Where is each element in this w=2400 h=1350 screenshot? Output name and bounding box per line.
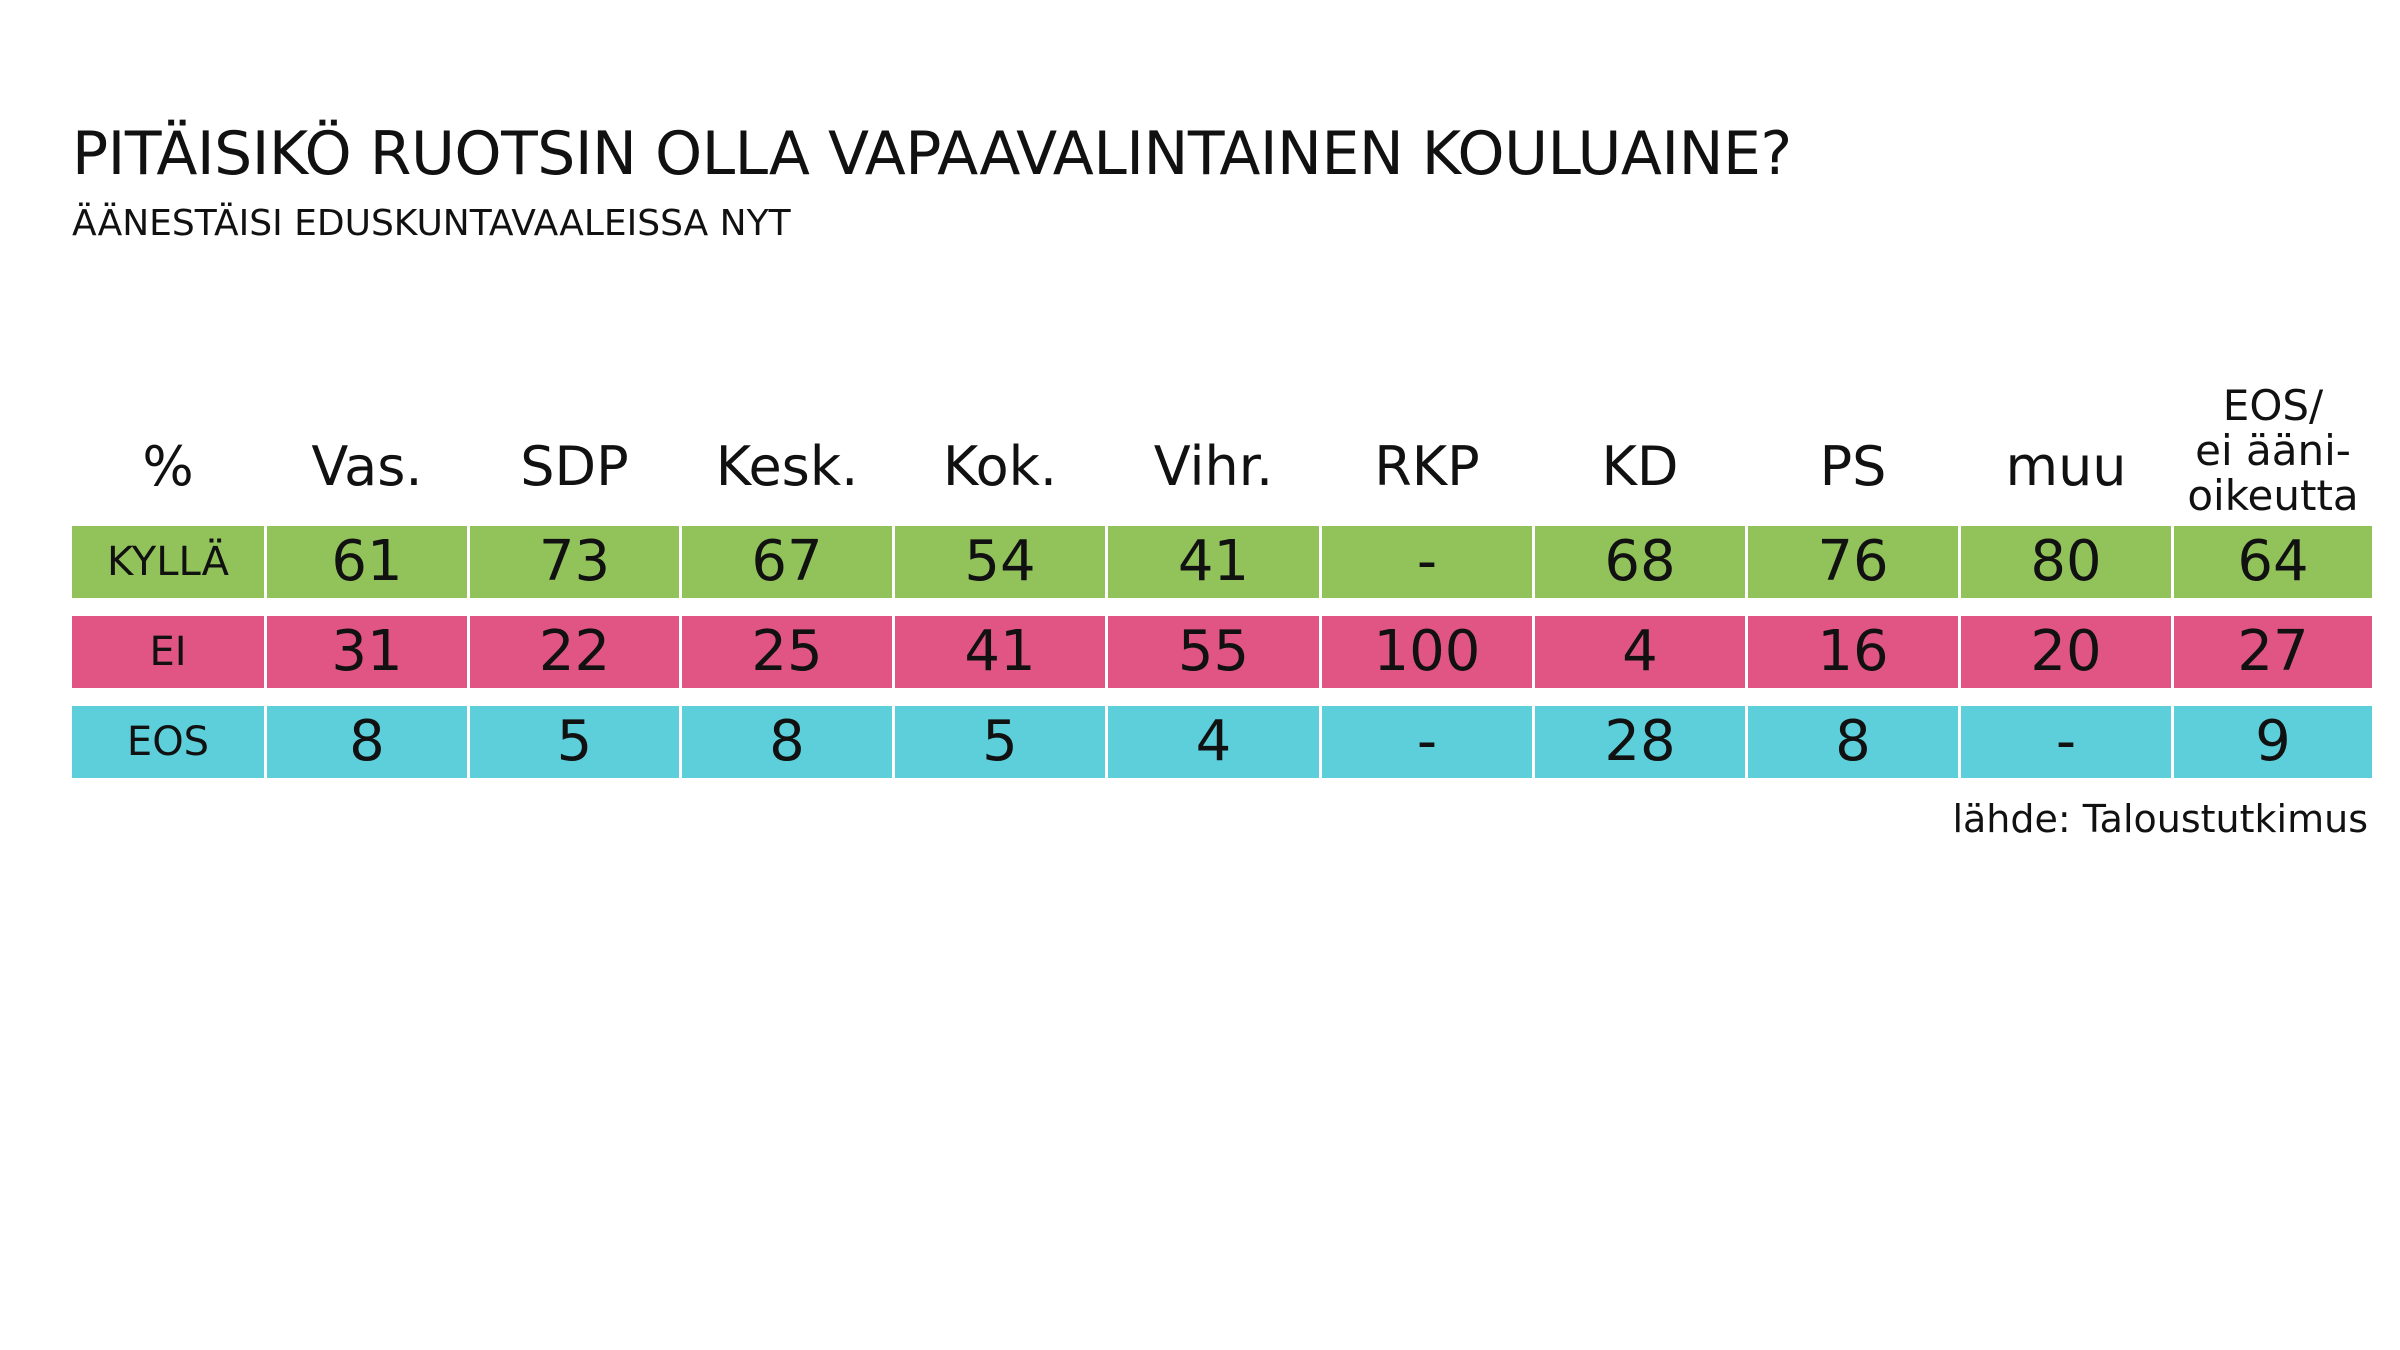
results-table: % Vas. SDP Kesk. Kok. Vihr. RKP KD PS mu… (72, 370, 2372, 778)
column-header-line-2: ei ääni- (2195, 426, 2351, 475)
cell-eos-eos: 9 (2174, 706, 2372, 778)
cell-ei-kok: 41 (895, 616, 1105, 688)
column-header-ps: PS (1819, 434, 1887, 498)
cell-ei-vas: 31 (267, 616, 467, 688)
cell-kylla-rkp: - (1322, 526, 1532, 598)
cell-eos-vas: 8 (267, 706, 467, 778)
chart-title: PITÄISIKÖ RUOTSIN OLLA VAPAAVALINTAINEN … (72, 119, 1792, 189)
column-header-line-1: EOS/ (2222, 381, 2324, 430)
cell-eos-ps: 8 (1748, 706, 1958, 778)
cell-ei-muu: 20 (1961, 616, 2171, 688)
cell-ei-sdp: 22 (470, 616, 679, 688)
cell-kylla-ps: 76 (1748, 526, 1958, 598)
row-spacer (72, 688, 2372, 706)
cell-kylla-vihr: 41 (1108, 526, 1319, 598)
cell-kylla-kd: 68 (1535, 526, 1745, 598)
column-header-vihr: Vihr. (1153, 434, 1274, 498)
cell-eos-vihr: 4 (1108, 706, 1319, 778)
row-label-ei: EI (72, 616, 264, 688)
row-spacer (72, 598, 2372, 616)
cell-ei-rkp: 100 (1322, 616, 1532, 688)
cell-ei-kd: 4 (1535, 616, 1745, 688)
column-header-rkp: RKP (1374, 434, 1480, 498)
cell-kylla-sdp: 73 (470, 526, 679, 598)
header-spacer (72, 518, 2372, 526)
cell-kylla-muu: 80 (1961, 526, 2171, 598)
cell-kylla-vas: 61 (267, 526, 467, 598)
cell-eos-kok: 5 (895, 706, 1105, 778)
cell-kylla-eos: 64 (2174, 526, 2372, 598)
cell-eos-kd: 28 (1535, 706, 1745, 778)
cell-eos-muu: - (1961, 706, 2171, 778)
cell-kylla-kesk: 67 (682, 526, 892, 598)
source-note: lähde: Taloustutkimus (1952, 797, 2368, 841)
cell-kylla-kok: 54 (895, 526, 1105, 598)
column-header-kesk: Kesk. (715, 434, 859, 498)
row-label-eos: EOS (72, 706, 264, 778)
column-header-vas: Vas. (311, 434, 423, 498)
column-header-line-3: oikeutta (2187, 471, 2359, 520)
corner-label: % (142, 434, 194, 498)
cell-eos-rkp: - (1322, 706, 1532, 778)
cell-ei-vihr: 55 (1108, 616, 1319, 688)
cell-ei-ps: 16 (1748, 616, 1958, 688)
column-header-kd: KD (1601, 434, 1679, 498)
column-header-muu: muu (2005, 434, 2127, 498)
cell-ei-eos: 27 (2174, 616, 2372, 688)
row-label-kylla: KYLLÄ (72, 526, 264, 598)
column-header-eos-ei-aanioikeutta: EOS/ ei ääni- oikeutta (2174, 370, 2372, 518)
column-header-kok: Kok. (942, 434, 1058, 498)
cell-eos-kesk: 8 (682, 706, 892, 778)
chart-subtitle: ÄÄNESTÄISI EDUSKUNTAVAALEISSA NYT (72, 203, 791, 244)
cell-eos-sdp: 5 (470, 706, 679, 778)
column-header-sdp: SDP (520, 434, 629, 498)
cell-ei-kesk: 25 (682, 616, 892, 688)
